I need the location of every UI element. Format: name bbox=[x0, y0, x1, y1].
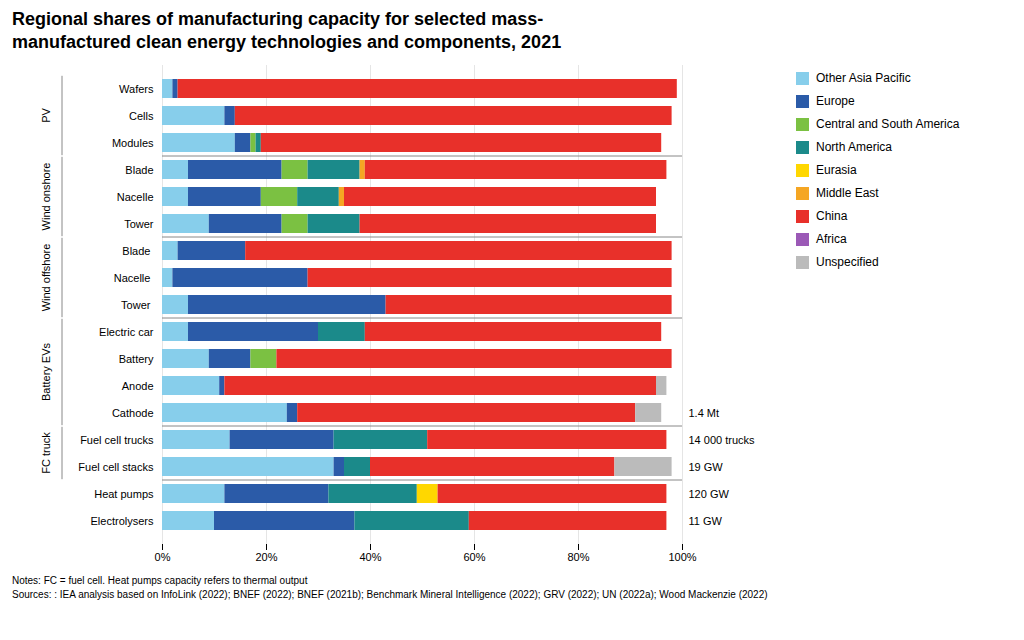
svg-text:40%: 40% bbox=[359, 551, 381, 563]
svg-text:120 GW: 120 GW bbox=[689, 488, 730, 500]
svg-text:80%: 80% bbox=[567, 551, 589, 563]
html-text:Eurasia: Eurasia bbox=[816, 163, 857, 177]
svg-text:0%: 0% bbox=[155, 551, 171, 563]
svg-text:Heat pumps: Heat pumps bbox=[94, 488, 154, 500]
html-text:Central and South America: Central and South America bbox=[816, 117, 960, 131]
svg-text:Tower: Tower bbox=[121, 299, 153, 311]
html-text:Regional shares of manufacturi: Regional shares of manufacturing capacit… bbox=[12, 9, 562, 52]
svg-text:Electrolysers: Electrolysers bbox=[91, 515, 154, 527]
svg-text:Electric car: Electric car bbox=[99, 326, 154, 338]
svg-text:Nacelle: Nacelle bbox=[117, 191, 154, 203]
svg-text:Tower: Tower bbox=[124, 218, 154, 230]
svg-text:Blade: Blade bbox=[125, 164, 153, 176]
svg-text:11 GW: 11 GW bbox=[689, 515, 723, 527]
html-text:Middle East: Middle East bbox=[816, 186, 879, 200]
svg-text:100%: 100% bbox=[668, 551, 696, 563]
html-text:Sources: : IEA analysis based: Sources: : IEA analysis based on InfoLin… bbox=[12, 588, 768, 600]
html-text:Notes: FC = fuel cell. Heat pu: Notes: FC = fuel cell. Heat pumps capaci… bbox=[12, 575, 308, 586]
svg-text:Nacelle: Nacelle bbox=[114, 272, 154, 284]
svg-text:Anode: Anode bbox=[122, 380, 154, 392]
svg-text:Cells: Cells bbox=[129, 110, 154, 122]
svg-text:PV: PV bbox=[40, 108, 52, 123]
svg-text:Battery: Battery bbox=[119, 353, 154, 365]
svg-text:14 000 trucks: 14 000 trucks bbox=[689, 434, 756, 446]
svg-text:Modules: Modules bbox=[112, 137, 154, 149]
svg-text:Wind onshore: Wind onshore bbox=[40, 163, 52, 231]
svg-text:Battery EVs: Battery EVs bbox=[40, 342, 52, 401]
svg-text:Cathode: Cathode bbox=[112, 407, 154, 419]
svg-text:Wafers: Wafers bbox=[119, 83, 154, 95]
html-text:Europe: Europe bbox=[816, 94, 855, 108]
html-text:Africa: Africa bbox=[816, 232, 847, 246]
svg-text:20%: 20% bbox=[255, 551, 277, 563]
svg-text:Fuel cell stacks: Fuel cell stacks bbox=[78, 461, 154, 473]
svg-text:FC truck: FC truck bbox=[40, 432, 52, 474]
svg-text:19 GW: 19 GW bbox=[689, 461, 724, 473]
html-text:Other Asia Pacific: Other Asia Pacific bbox=[816, 71, 911, 85]
svg-text:Blade: Blade bbox=[122, 245, 153, 257]
svg-text:1.4 Mt: 1.4 Mt bbox=[689, 407, 720, 419]
html-text:North America: North America bbox=[816, 140, 892, 154]
svg-text:Fuel cell trucks: Fuel cell trucks bbox=[80, 434, 154, 446]
html-text:Unspecified: Unspecified bbox=[816, 255, 879, 269]
html-text:China: China bbox=[816, 209, 848, 223]
svg-text:Wind offshore: Wind offshore bbox=[40, 244, 52, 312]
svg-text:60%: 60% bbox=[463, 551, 485, 563]
